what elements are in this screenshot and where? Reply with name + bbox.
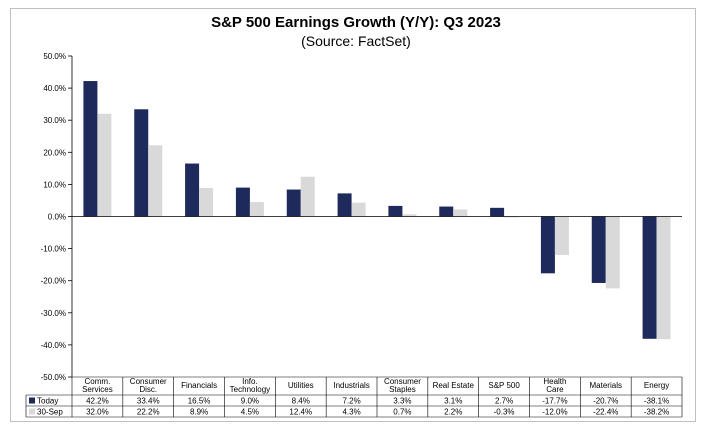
data-label: -20.7%	[593, 397, 618, 406]
category-label: Care	[546, 385, 564, 394]
bar-30-sep	[504, 216, 519, 218]
category-label: Financials	[181, 381, 217, 390]
category-label: Energy	[644, 381, 669, 390]
data-label: -0.3%	[494, 408, 515, 417]
data-label: 9.0%	[241, 397, 259, 406]
y-tick-label: 50.0%	[43, 52, 66, 61]
bar-today	[490, 207, 505, 217]
y-tick-label: 0.0%	[48, 213, 66, 222]
bar-30-sep	[656, 216, 671, 340]
bar-today	[286, 189, 301, 217]
category-label: Comm.	[85, 377, 111, 386]
bar-30-sep	[605, 216, 620, 289]
data-label: 3.3%	[393, 397, 411, 406]
data-label: -38.2%	[644, 408, 669, 417]
legend-label: 30-Sep	[37, 408, 63, 417]
category-label: Consumer	[384, 377, 421, 386]
bar-30-sep	[199, 187, 214, 217]
y-tick-label: 10.0%	[43, 180, 66, 189]
legend-label: Today	[37, 397, 58, 406]
category-label: Staples	[389, 385, 416, 394]
y-tick-label: -40.0%	[41, 341, 66, 350]
bar-today	[337, 193, 352, 217]
data-label: -17.7%	[542, 397, 567, 406]
data-label: 2.7%	[495, 397, 513, 406]
category-label: Services	[82, 385, 113, 394]
y-tick-label: 20.0%	[43, 148, 66, 157]
data-label: 0.7%	[393, 408, 411, 417]
category-label: Info.	[242, 377, 258, 386]
category-label: Real Estate	[433, 381, 475, 390]
data-label: 22.2%	[137, 408, 160, 417]
data-label: 16.5%	[188, 397, 211, 406]
category-label: Disc.	[139, 385, 157, 394]
data-label: 3.1%	[444, 397, 462, 406]
category-label: Health	[543, 377, 566, 386]
bar-30-sep	[453, 209, 468, 217]
bar-today	[388, 205, 403, 217]
bar-today	[134, 109, 149, 217]
y-tick-label: -50.0%	[41, 373, 66, 382]
data-label: 12.4%	[289, 408, 312, 417]
data-label: 8.9%	[190, 408, 208, 417]
data-label: 4.5%	[241, 408, 259, 417]
y-tick-label: 40.0%	[43, 84, 66, 93]
bar-today	[83, 81, 98, 217]
bar-today	[185, 163, 200, 217]
legend-key-30-sep	[29, 408, 35, 415]
bar-today	[235, 187, 250, 217]
bar-30-sep	[351, 202, 366, 217]
bar-today	[439, 206, 454, 217]
category-label: Industrials	[333, 381, 369, 390]
data-label: 32.0%	[86, 408, 109, 417]
bar-30-sep	[554, 216, 569, 256]
category-label: Technology	[230, 385, 270, 394]
category-label: S&P 500	[488, 381, 520, 390]
data-label: -22.4%	[593, 408, 618, 417]
category-label: Consumer	[130, 377, 167, 386]
bar-30-sep	[402, 214, 417, 217]
bar-30-sep	[249, 202, 264, 217]
data-label: 7.2%	[342, 397, 360, 406]
chart-subtitle: (Source: FactSet)	[301, 33, 411, 49]
data-label: -38.1%	[644, 397, 669, 406]
bar-today	[642, 216, 657, 339]
category-label: Utilities	[288, 381, 314, 390]
bar-30-sep	[148, 145, 163, 217]
bar-today	[591, 216, 606, 283]
legend-key-today	[29, 397, 35, 404]
bar-30-sep	[97, 113, 112, 217]
bar-30-sep	[300, 176, 315, 217]
data-label: 33.4%	[137, 397, 160, 406]
category-label: Materials	[590, 381, 622, 390]
data-label: 8.4%	[292, 397, 310, 406]
data-label: -12.0%	[542, 408, 567, 417]
chart-title: S&P 500 Earnings Growth (Y/Y): Q3 2023	[211, 14, 501, 31]
y-tick-label: -30.0%	[41, 309, 66, 318]
data-label: 42.2%	[86, 397, 109, 406]
y-tick-label: -10.0%	[41, 245, 66, 254]
y-tick-label: 30.0%	[43, 116, 66, 125]
y-tick-label: -20.0%	[41, 277, 66, 286]
data-label: 2.2%	[444, 408, 462, 417]
data-label: 4.3%	[342, 408, 360, 417]
bar-today	[540, 216, 555, 274]
